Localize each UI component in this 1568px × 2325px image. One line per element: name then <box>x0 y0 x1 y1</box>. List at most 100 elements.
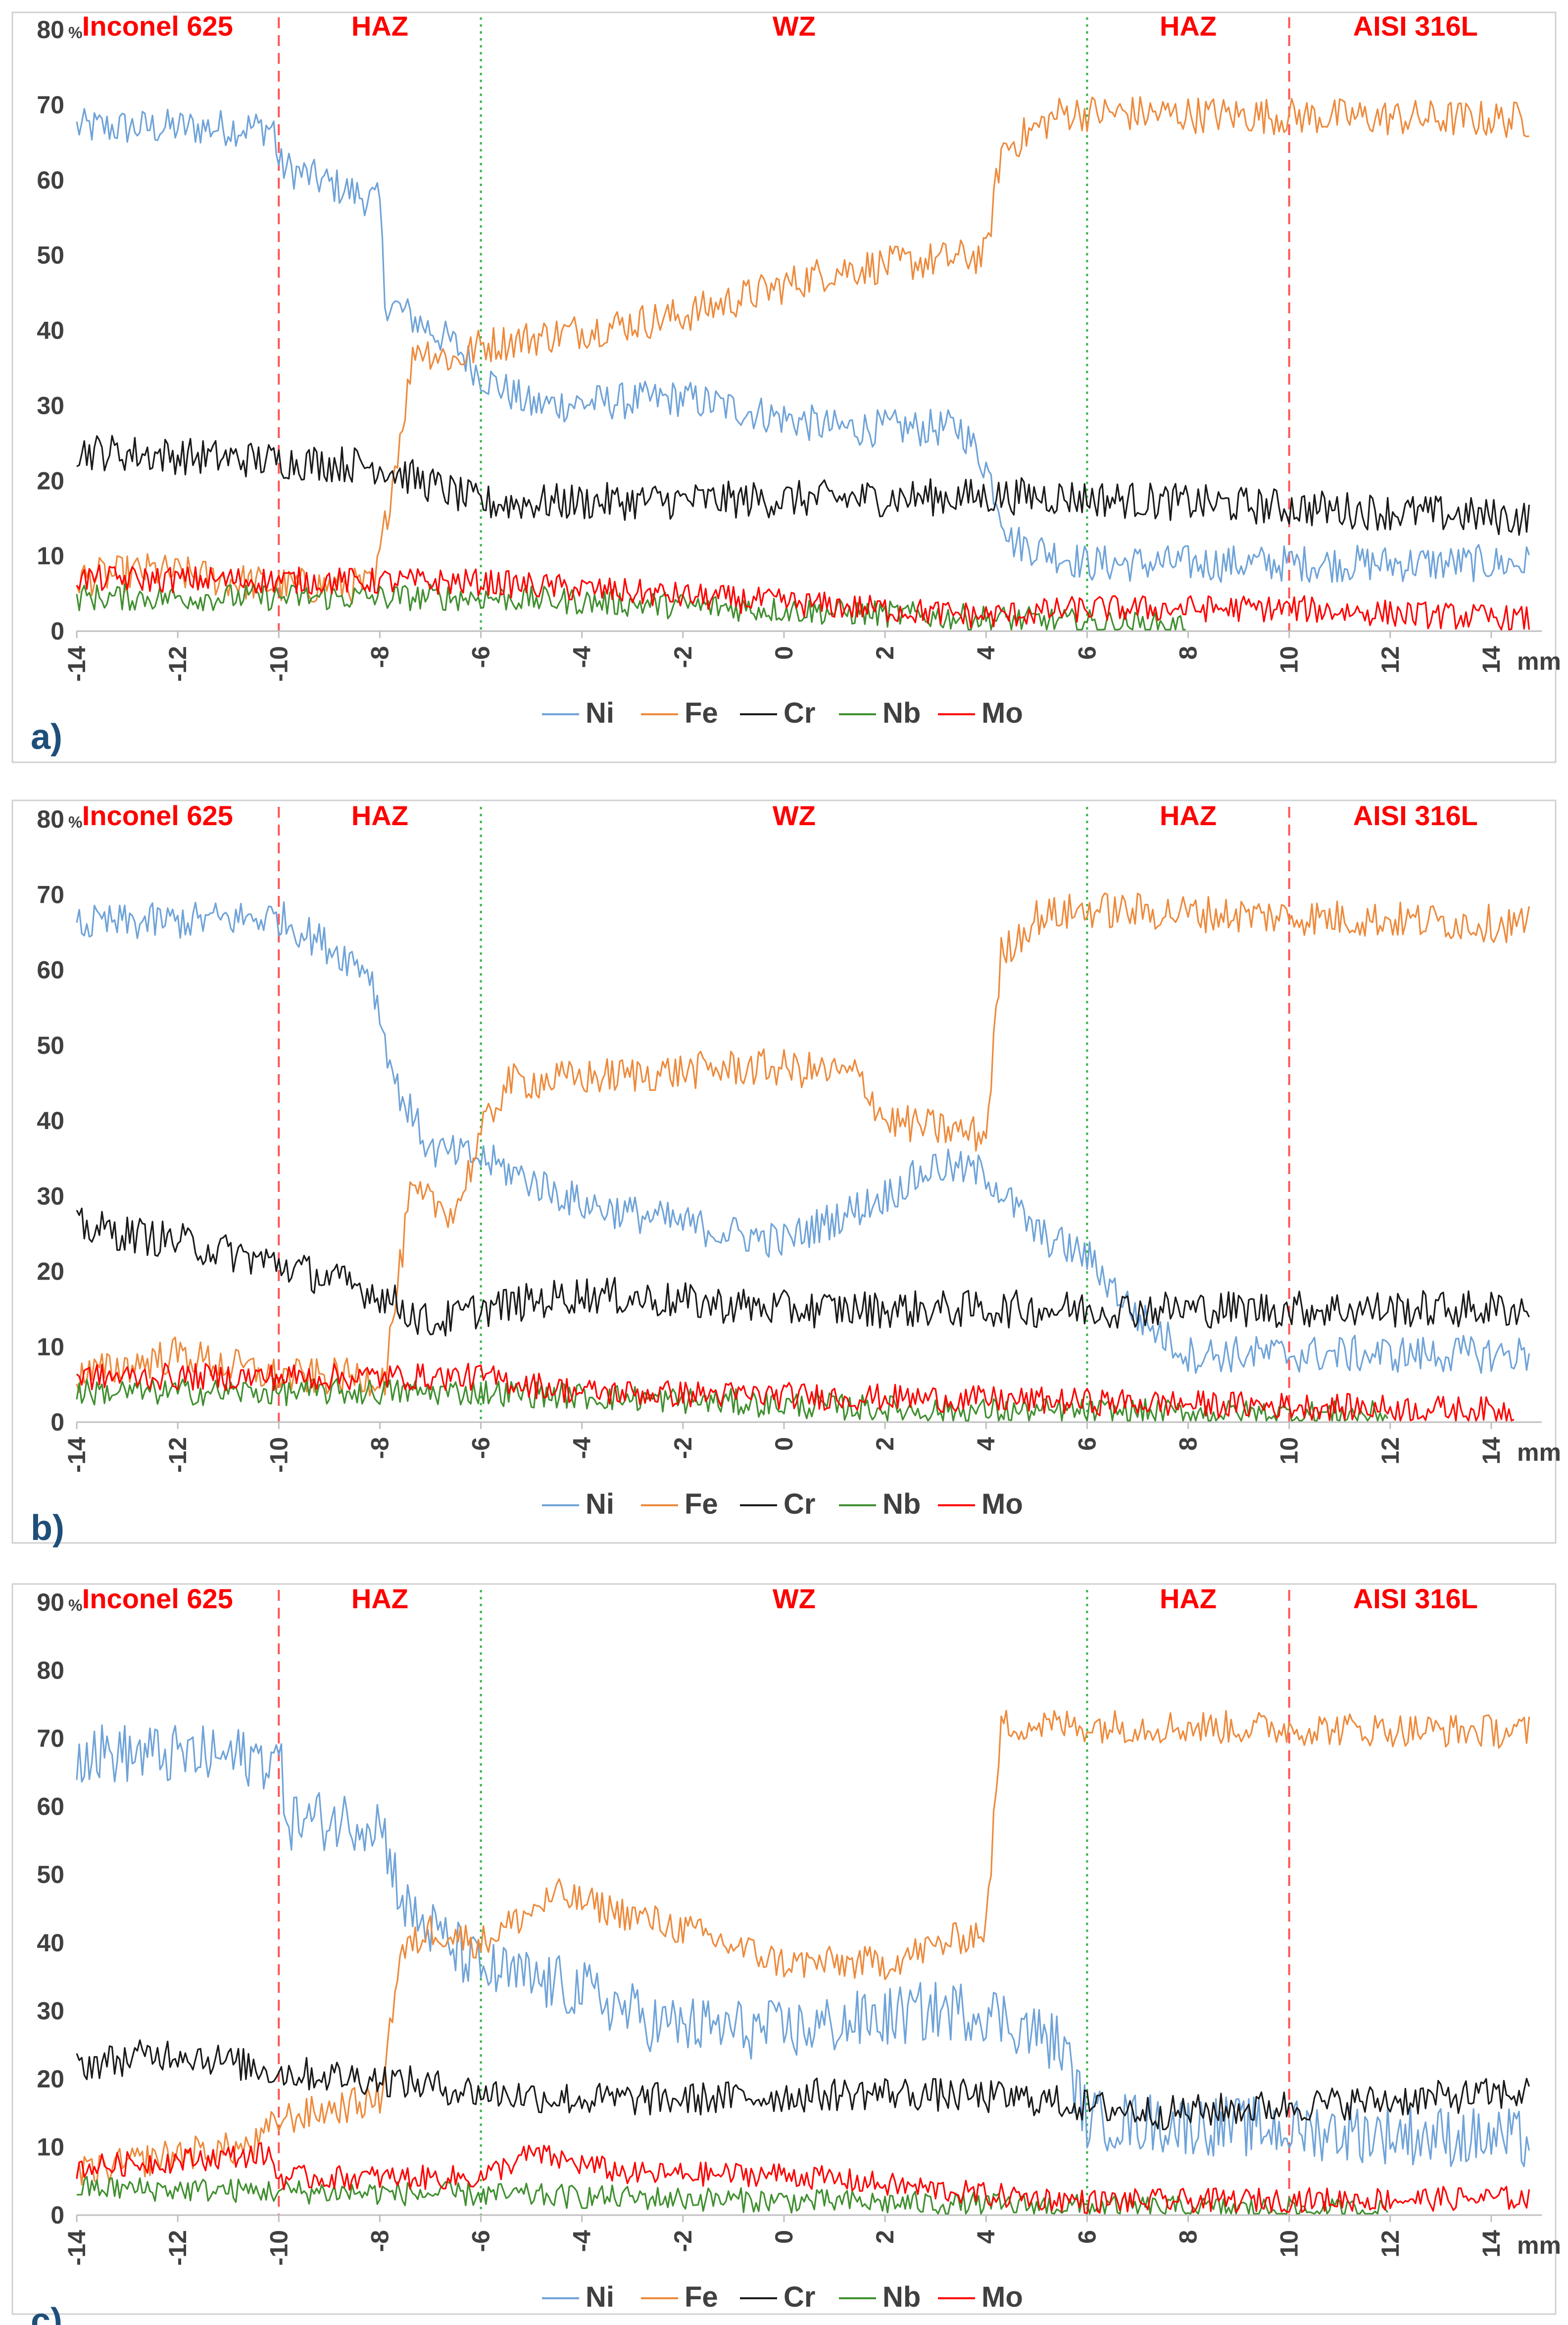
y-tick-label: 70 <box>37 881 64 908</box>
y-tick-label: 80 <box>37 16 64 44</box>
x-tick-label: 2 <box>871 2230 899 2244</box>
legend-label: Nb <box>882 2281 921 2313</box>
x-tick-label: -12 <box>164 1437 192 1473</box>
x-tick-label: -4 <box>568 646 596 668</box>
y-tick-label: 50 <box>37 1032 64 1059</box>
legend-label: Cr <box>784 697 815 729</box>
legend-item-fe: Fe <box>641 697 718 729</box>
legend-label: Mo <box>981 1488 1023 1520</box>
x-tick-label: 12 <box>1376 646 1404 674</box>
x-tick-label: -2 <box>669 646 697 668</box>
legend-label: Ni <box>586 2281 614 2313</box>
series-line-fe <box>76 96 1529 605</box>
legend-item-mo: Mo <box>938 697 1023 729</box>
series-line-cr <box>76 1207 1530 1336</box>
x-tick-label: 8 <box>1175 2230 1202 2244</box>
series-line-ni <box>76 108 1530 583</box>
legend-item-ni: Ni <box>542 697 614 729</box>
legend-label: Fe <box>685 1488 718 1520</box>
x-tick-label: 8 <box>1175 646 1202 660</box>
zone-label: WZ <box>773 1583 816 1614</box>
x-tick-label: 0 <box>770 2230 798 2244</box>
zone-label: AISI 316L <box>1353 800 1478 831</box>
x-tick-label: -8 <box>366 1437 393 1459</box>
x-tick-label: -6 <box>467 1437 495 1459</box>
y-tick-label: 30 <box>37 1997 64 2025</box>
legend-item-mo: Mo <box>938 1488 1023 1520</box>
y-tick-label: 0 <box>50 2201 64 2229</box>
y-tick-label: 60 <box>37 166 64 194</box>
x-tick-label: -8 <box>366 2230 393 2252</box>
legend-item-ni: Ni <box>542 2281 614 2313</box>
x-tick-label: -12 <box>164 2230 192 2266</box>
y-tick-label: 90 <box>37 1588 64 1616</box>
x-axis-unit: mm <box>1517 2231 1561 2259</box>
y-tick-label: 50 <box>37 1861 64 1888</box>
x-tick-label: 12 <box>1376 1437 1404 1465</box>
zone-label: HAZ <box>351 1583 408 1614</box>
legend-item-nb: Nb <box>839 1488 921 1520</box>
zone-label: HAZ <box>351 800 408 831</box>
x-tick-label: 10 <box>1275 1437 1303 1465</box>
x-tick-label: -8 <box>366 646 393 668</box>
legend-label: Cr <box>784 1488 815 1520</box>
legend-label: Fe <box>685 697 718 729</box>
x-tick-label: 6 <box>1073 2230 1101 2244</box>
x-tick-label: 6 <box>1073 646 1101 660</box>
zone-label: HAZ <box>1160 10 1217 42</box>
legend-label: Cr <box>784 2281 815 2313</box>
legend-item-cr: Cr <box>740 697 815 729</box>
x-tick-label: 4 <box>972 2230 1000 2244</box>
x-tick-label: -10 <box>265 2230 293 2266</box>
y-tick-label: 30 <box>37 1182 64 1210</box>
zone-label: AISI 316L <box>1353 1583 1478 1614</box>
panel-label: b) <box>31 1508 64 1548</box>
x-tick-label: -12 <box>164 646 192 682</box>
series-line-mo <box>76 2142 1530 2214</box>
zone-label: HAZ <box>351 10 408 42</box>
legend-item-cr: Cr <box>740 1488 815 1520</box>
series-line-ni <box>76 1724 1530 2168</box>
legend-label: Ni <box>586 697 614 729</box>
legend-label: Mo <box>981 697 1023 729</box>
legend-item-nb: Nb <box>839 697 921 729</box>
series-line-mo <box>76 564 1530 631</box>
x-tick-label: 10 <box>1275 2230 1303 2258</box>
x-tick-label: -6 <box>467 646 495 668</box>
y-tick-label: 70 <box>37 91 64 119</box>
series-line-mo <box>76 1362 1515 1422</box>
series-line-fe <box>76 892 1530 1397</box>
y-tick-label: 60 <box>37 1793 64 1821</box>
y-tick-label: 20 <box>37 467 64 495</box>
zone-label: AISI 316L <box>1353 10 1478 42</box>
x-tick-label: 2 <box>871 646 899 660</box>
y-tick-label: 10 <box>37 2133 64 2161</box>
x-tick-label: 8 <box>1175 1437 1202 1451</box>
x-tick-label: 4 <box>972 1437 1000 1451</box>
zone-label: WZ <box>773 800 816 831</box>
series-line-cr <box>76 435 1530 536</box>
legend-label: Nb <box>882 1488 921 1520</box>
legend-item-ni: Ni <box>542 1488 614 1520</box>
x-axis-unit: mm <box>1517 1438 1561 1466</box>
x-tick-label: 6 <box>1073 1437 1101 1451</box>
x-tick-label: 10 <box>1275 646 1303 674</box>
x-tick-label: 0 <box>770 1437 798 1451</box>
y-tick-label: 50 <box>37 242 64 269</box>
legend-item-nb: Nb <box>839 2281 921 2313</box>
y-axis-unit: % <box>68 1596 82 1614</box>
y-tick-label: 20 <box>37 2065 64 2093</box>
y-tick-label: 20 <box>37 1258 64 1286</box>
x-tick-label: 12 <box>1376 2230 1404 2258</box>
y-tick-label: 30 <box>37 392 64 419</box>
y-tick-label: 0 <box>50 1408 64 1436</box>
y-tick-label: 70 <box>37 1725 64 1752</box>
series-line-cr <box>76 2039 1530 2130</box>
y-tick-label: 80 <box>37 805 64 833</box>
y-tick-label: 40 <box>37 1107 64 1135</box>
x-tick-label: 2 <box>871 1437 899 1451</box>
